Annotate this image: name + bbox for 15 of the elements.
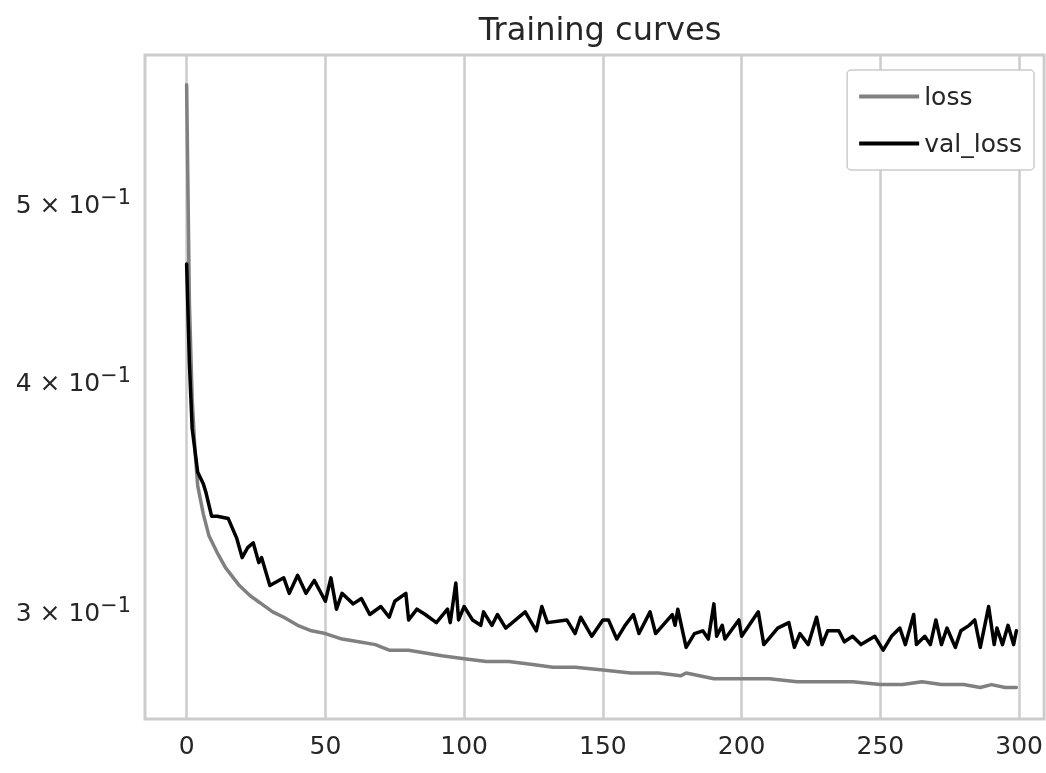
- line-series: [184, 83, 1019, 690]
- line-series: [184, 262, 1019, 652]
- y-tick-label: 5 × 10$^{−1}$: [15, 183, 131, 220]
- legend-label: val_loss: [924, 129, 1023, 158]
- x-tick-label: 250: [856, 731, 905, 760]
- x-tick-label: 100: [440, 731, 488, 760]
- chart-title: Training curves: [477, 10, 722, 48]
- y-tick-label: 3 × 10$^{−1}$: [15, 592, 131, 629]
- x-tick-label: 300: [995, 731, 1043, 760]
- x-tick-label: 0: [178, 731, 195, 760]
- y-tick-label: 4 × 10$^{−1}$: [15, 362, 131, 399]
- x-tick-label: 50: [309, 731, 342, 760]
- x-tick-label: 150: [579, 731, 627, 760]
- legend-label: loss: [924, 82, 973, 111]
- x-tick-label: 200: [717, 731, 766, 760]
